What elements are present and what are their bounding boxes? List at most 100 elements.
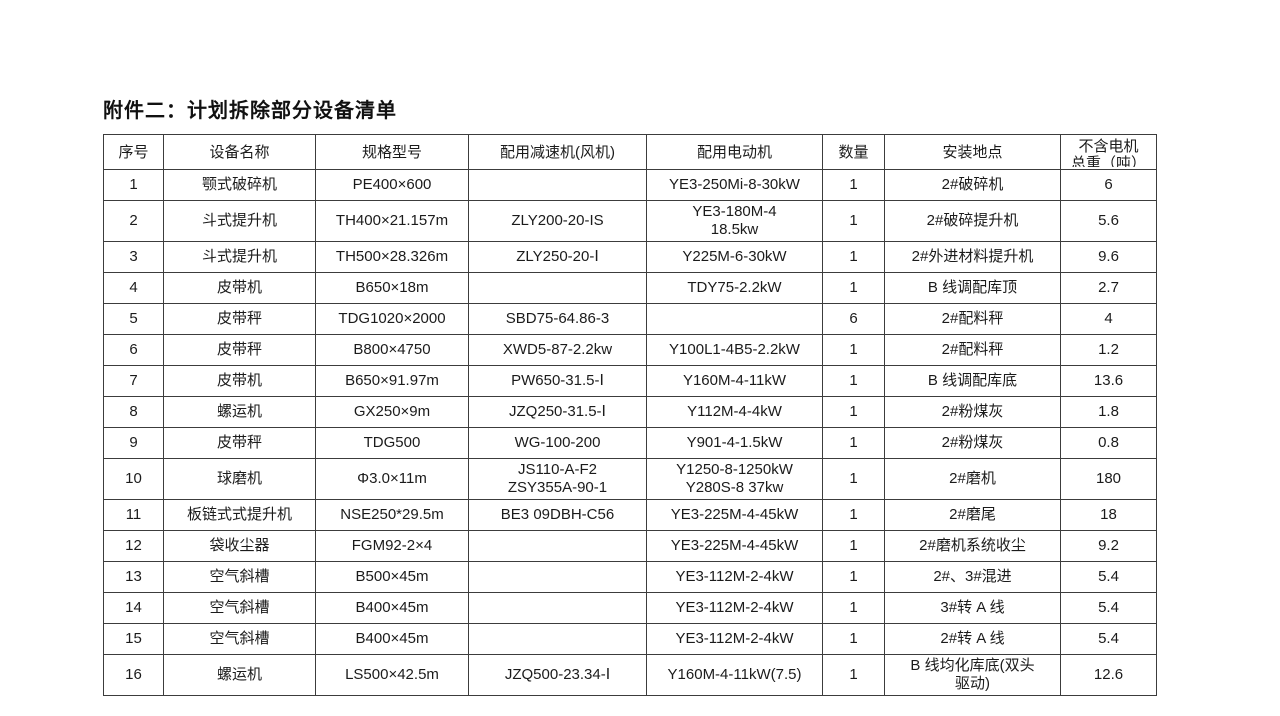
column-header-label: 数量 (838, 143, 869, 161)
table-cell: 5.4 (1060, 623, 1157, 655)
table-cell: 5.4 (1060, 561, 1157, 593)
column-header-label: 不含电机 总重（吨） (1070, 138, 1146, 167)
table-cell: 0.8 (1060, 427, 1157, 459)
table-cell: XWD5-87-2.2kw (468, 334, 647, 366)
table-cell: 1 (822, 272, 885, 304)
table-row: 2 斗式提升机 TH400×21.157m ZLY200-20-IS YE3-180M-… (103, 200, 1157, 242)
table-cell: 16 (103, 654, 164, 696)
table-cell: 斗式提升机 (163, 200, 316, 242)
table-cell: B 线均化库底(双头 驱动) (884, 654, 1061, 696)
table-row: 10 球磨机 Φ3.0×11m JS110-A-F2 ZSY355A-90-1 Y125… (103, 458, 1157, 500)
table-cell: YE3-112M-2-4kW (646, 561, 823, 593)
table-row: 4 皮带机 B650×18m TDY75-2.2kW 1 B 线调配库顶 2.7 (103, 272, 1157, 304)
table-cell: 球磨机 (163, 458, 316, 500)
column-header: 数量 (822, 134, 885, 170)
table-cell: 8 (103, 396, 164, 428)
table-cell: JS110-A-F2 ZSY355A-90-1 (468, 458, 647, 500)
table-cell: FGM92-2×4 (315, 530, 469, 562)
table-cell: 180 (1060, 458, 1157, 500)
table-cell: 板链式式提升机 (163, 499, 316, 531)
table-cell: 螺运机 (163, 654, 316, 696)
table-cell: Y901-4-1.5kW (646, 427, 823, 459)
table-cell: 7 (103, 365, 164, 397)
table-cell: 13 (103, 561, 164, 593)
column-header-label: 安装地点 (942, 143, 1003, 161)
table-cell: 1 (822, 561, 885, 593)
table-cell: 1 (822, 200, 885, 242)
column-header: 不含电机 总重（吨） (1060, 134, 1157, 170)
table-row: 5 皮带秤 TDG1020×2000 SBD75-64.86-3 6 2#配料秤 4 (103, 303, 1157, 335)
table-cell: 空气斜槽 (163, 561, 316, 593)
table-cell: 6 (103, 334, 164, 366)
table-cell: 2#破碎提升机 (884, 200, 1061, 242)
column-header-label: 配用减速机(风机) (500, 143, 615, 161)
table-cell: 2#磨尾 (884, 499, 1061, 531)
table-cell: Y1250-8-1250kW Y280S-8 37kw (646, 458, 823, 500)
table-cell: 2#配料秤 (884, 334, 1061, 366)
table-cell: PW650-31.5-Ⅰ (468, 365, 647, 397)
table-cell: B 线调配库顶 (884, 272, 1061, 304)
table-cell: 2#磨机 (884, 458, 1061, 500)
table-cell: B650×91.97m (315, 365, 469, 397)
table-cell: 1 (822, 427, 885, 459)
table-cell: 2#转 A 线 (884, 623, 1061, 655)
table-cell (646, 303, 823, 335)
table-cell: PE400×600 (315, 169, 469, 201)
table-cell: 5.6 (1060, 200, 1157, 242)
table-cell: 11 (103, 499, 164, 531)
table-row: 6 皮带秤 B800×4750 XWD5-87-2.2kw Y100L1-4B5-2.2… (103, 334, 1157, 366)
table-cell: 斗式提升机 (163, 241, 316, 273)
column-header-label: 序号 (118, 143, 149, 161)
table-cell: TDG1020×2000 (315, 303, 469, 335)
table-cell (468, 561, 647, 593)
table-row: 13 空气斜槽 B500×45m YE3-112M-2-4kW 1 2#、3#混进 5.4 (103, 561, 1157, 593)
table-row: 1 颚式破碎机 PE400×600 YE3-250Mi-8-30kW 1 2#破碎机 6 (103, 169, 1157, 201)
table-cell: BE3 09DBH-C56 (468, 499, 647, 531)
table-cell: 2#配料秤 (884, 303, 1061, 335)
table-cell: 4 (1060, 303, 1157, 335)
table-cell (468, 169, 647, 201)
table-cell: 1 (822, 654, 885, 696)
column-header: 设备名称 (163, 134, 316, 170)
table-cell: ZLY200-20-IS (468, 200, 647, 242)
table-cell: 1 (822, 396, 885, 428)
table-cell: LS500×42.5m (315, 654, 469, 696)
table-cell: 14 (103, 592, 164, 624)
table-row: 15 空气斜槽 B400×45m YE3-112M-2-4kW 1 2#转 A 线 5.4 (103, 623, 1157, 655)
table-cell: B500×45m (315, 561, 469, 593)
table-cell: Φ3.0×11m (315, 458, 469, 500)
table-cell: Y100L1-4B5-2.2kW (646, 334, 823, 366)
table-cell: Y160M-4-11kW(7.5) (646, 654, 823, 696)
table-cell: 1 (822, 458, 885, 500)
table-cell: 空气斜槽 (163, 623, 316, 655)
table-cell: 5 (103, 303, 164, 335)
table-cell: 皮带机 (163, 272, 316, 304)
table-cell: 5.4 (1060, 592, 1157, 624)
column-header: 安装地点 (884, 134, 1061, 170)
table-cell: 螺运机 (163, 396, 316, 428)
table-cell: YE3-180M-4 18.5kw (646, 200, 823, 242)
table-cell: 2 (103, 200, 164, 242)
column-header: 配用电动机 (646, 134, 823, 170)
table-cell (468, 530, 647, 562)
table-cell: 13.6 (1060, 365, 1157, 397)
table-cell (468, 592, 647, 624)
table-cell: TDY75-2.2kW (646, 272, 823, 304)
table-header-row: 序号 设备名称 规格型号 配用减速机(风机) 配用电动机 数量 安装地点 不含电机 总重（吨） (103, 134, 1157, 170)
column-header: 序号 (103, 134, 164, 170)
column-header-label: 设备名称 (209, 143, 270, 161)
table-row: 8 螺运机 GX250×9m JZQ250-31.5-Ⅰ Y112M-4-4kW 1 2#粉… (103, 396, 1157, 428)
table-cell: 空气斜槽 (163, 592, 316, 624)
table-cell: TDG500 (315, 427, 469, 459)
table-cell: 3 (103, 241, 164, 273)
table-cell: 2#粉煤灰 (884, 427, 1061, 459)
table-cell: YE3-112M-2-4kW (646, 623, 823, 655)
table-row: 14 空气斜槽 B400×45m YE3-112M-2-4kW 1 3#转 A 线 5.4 (103, 592, 1157, 624)
table-cell: 颚式破碎机 (163, 169, 316, 201)
table-cell: 2.7 (1060, 272, 1157, 304)
table-cell: YE3-225M-4-45kW (646, 499, 823, 531)
table-cell: TH400×21.157m (315, 200, 469, 242)
column-header: 规格型号 (315, 134, 469, 170)
table-cell: B800×4750 (315, 334, 469, 366)
table-cell (468, 272, 647, 304)
